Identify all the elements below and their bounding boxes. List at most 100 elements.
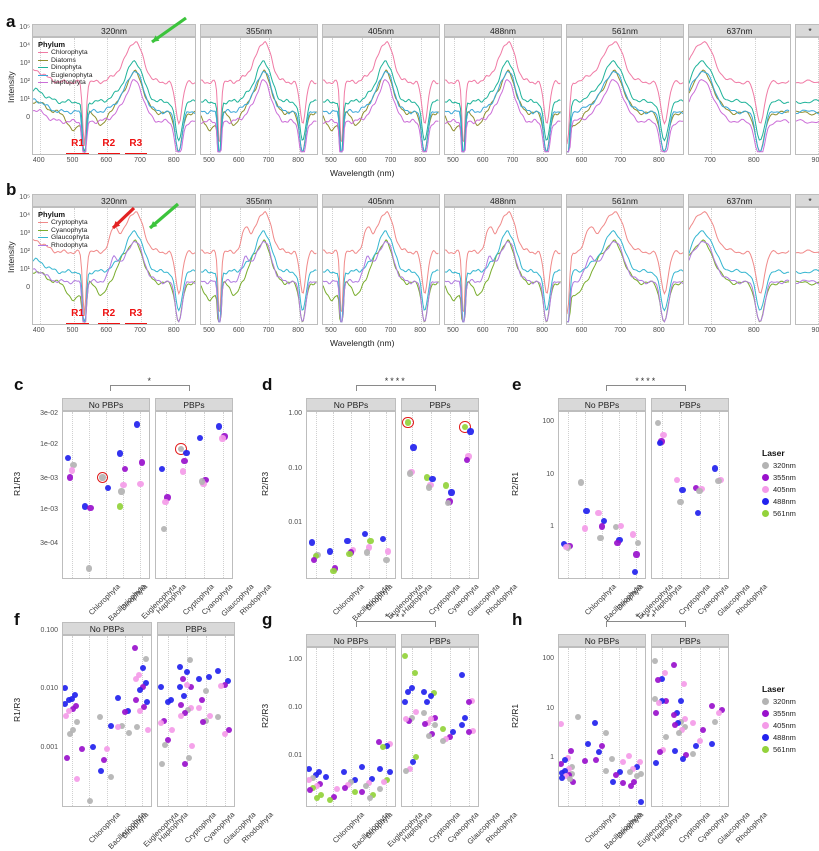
data-point: [63, 712, 70, 719]
spectra-curves: [445, 40, 561, 153]
x-tick: 800: [167, 157, 180, 164]
data-point: [424, 698, 431, 705]
facet-plot: [62, 635, 152, 807]
data-point: [164, 494, 171, 501]
spectra-curves: [323, 40, 439, 153]
y-tick: 3e-03: [40, 475, 58, 483]
data-point: [376, 739, 383, 746]
data-point: [177, 701, 184, 708]
data-point: [215, 423, 223, 430]
gridline: [239, 208, 241, 324]
data-point: [65, 696, 72, 703]
region-bar-r2: [97, 323, 120, 324]
data-point: [627, 782, 634, 789]
dotplot-panel-f: R1/R3 0.100 0.010 0.001 No PBPs Chlorophyta Ba…: [10, 608, 274, 851]
data-point: [408, 684, 415, 691]
gridline: [106, 412, 107, 578]
x-tick: 600: [100, 157, 113, 164]
legend-line-swatch: [38, 52, 48, 54]
data-point: [446, 733, 453, 740]
gridline: [710, 208, 712, 324]
data-point: [97, 713, 103, 720]
data-point: [696, 487, 703, 495]
legend-line-swatch: [38, 81, 48, 83]
x-tick: 400: [32, 327, 45, 334]
data-point: [185, 754, 192, 761]
data-point: [383, 743, 390, 749]
data-point: [334, 786, 341, 793]
data-point: [85, 565, 93, 572]
data-point: [425, 484, 433, 491]
data-point: [413, 753, 420, 760]
data-point: [592, 720, 598, 727]
gridline: [636, 648, 638, 806]
facet-strip: *: [795, 24, 819, 37]
data-point: [310, 785, 317, 792]
data-point: [562, 543, 570, 551]
facet-strip-pbps: PBPs: [651, 634, 729, 647]
legend-line-swatch: [38, 59, 48, 61]
data-point: [64, 454, 72, 462]
gridline: [602, 648, 603, 806]
highlight-circle: [459, 420, 471, 433]
gridline: [391, 208, 393, 324]
gridline: [582, 38, 584, 154]
phylum-legend-label: Diatoms: [51, 56, 76, 64]
data-point: [114, 694, 121, 701]
data-point: [662, 670, 669, 676]
data-point: [134, 723, 141, 730]
data-point: [187, 684, 194, 691]
laser-legend-label: 488nm: [773, 733, 796, 742]
phylum-legend-item: Chlorophyta: [38, 49, 93, 56]
data-point: [312, 553, 320, 560]
gridline: [331, 38, 333, 154]
facet-plot: [62, 411, 150, 579]
facet-strip-pbps: PBPs: [401, 398, 479, 411]
spectra-panel-b: Intensity 10⁵ 10⁴ 10³ 10² 10¹ 0 320nm 400 500 600 7…: [0, 180, 819, 348]
data-point: [592, 756, 599, 763]
data-point: [630, 765, 637, 772]
legend-line-swatch: [38, 222, 48, 224]
facet-plot: [566, 207, 684, 325]
region-label-r3: R3: [129, 138, 143, 149]
data-point: [421, 710, 428, 717]
data-point: [421, 720, 428, 727]
data-point: [569, 770, 576, 777]
x-tick: 600: [476, 157, 489, 164]
data-point: [358, 764, 365, 771]
data-point: [633, 551, 640, 558]
spectra-curves: [689, 211, 790, 323]
laser-legend-label: 561nm: [773, 745, 796, 754]
data-point: [599, 742, 606, 749]
data-point: [562, 767, 569, 774]
highlight-circle: [96, 471, 109, 484]
data-point: [598, 523, 606, 530]
gridline: [142, 636, 144, 806]
facet-plot: [651, 411, 729, 579]
data-point: [712, 718, 719, 725]
data-point: [162, 498, 169, 506]
y-tick: 10⁵: [19, 24, 30, 31]
x-tick: 700: [506, 327, 519, 334]
phylum-legend-item: Euglenophyta: [38, 72, 93, 79]
data-point: [675, 729, 682, 736]
gridline: [107, 208, 109, 324]
data-point: [87, 504, 94, 512]
facet-strip-pbps: PBPs: [157, 622, 235, 635]
data-point: [715, 477, 722, 485]
data-point: [214, 667, 221, 674]
spectra-curves: [796, 249, 819, 286]
data-point: [116, 450, 123, 457]
highlight-circle: [175, 443, 187, 455]
data-point: [677, 498, 684, 505]
data-point: [380, 778, 387, 785]
y-tick: 10: [546, 704, 554, 712]
data-point: [178, 712, 185, 719]
region-bar-r3: [124, 153, 147, 154]
data-point: [63, 685, 68, 692]
data-point: [429, 730, 436, 737]
data-point: [189, 742, 195, 749]
data-point: [195, 676, 202, 683]
panel-label-d: d: [262, 375, 273, 394]
x-tick: 700: [704, 327, 716, 334]
